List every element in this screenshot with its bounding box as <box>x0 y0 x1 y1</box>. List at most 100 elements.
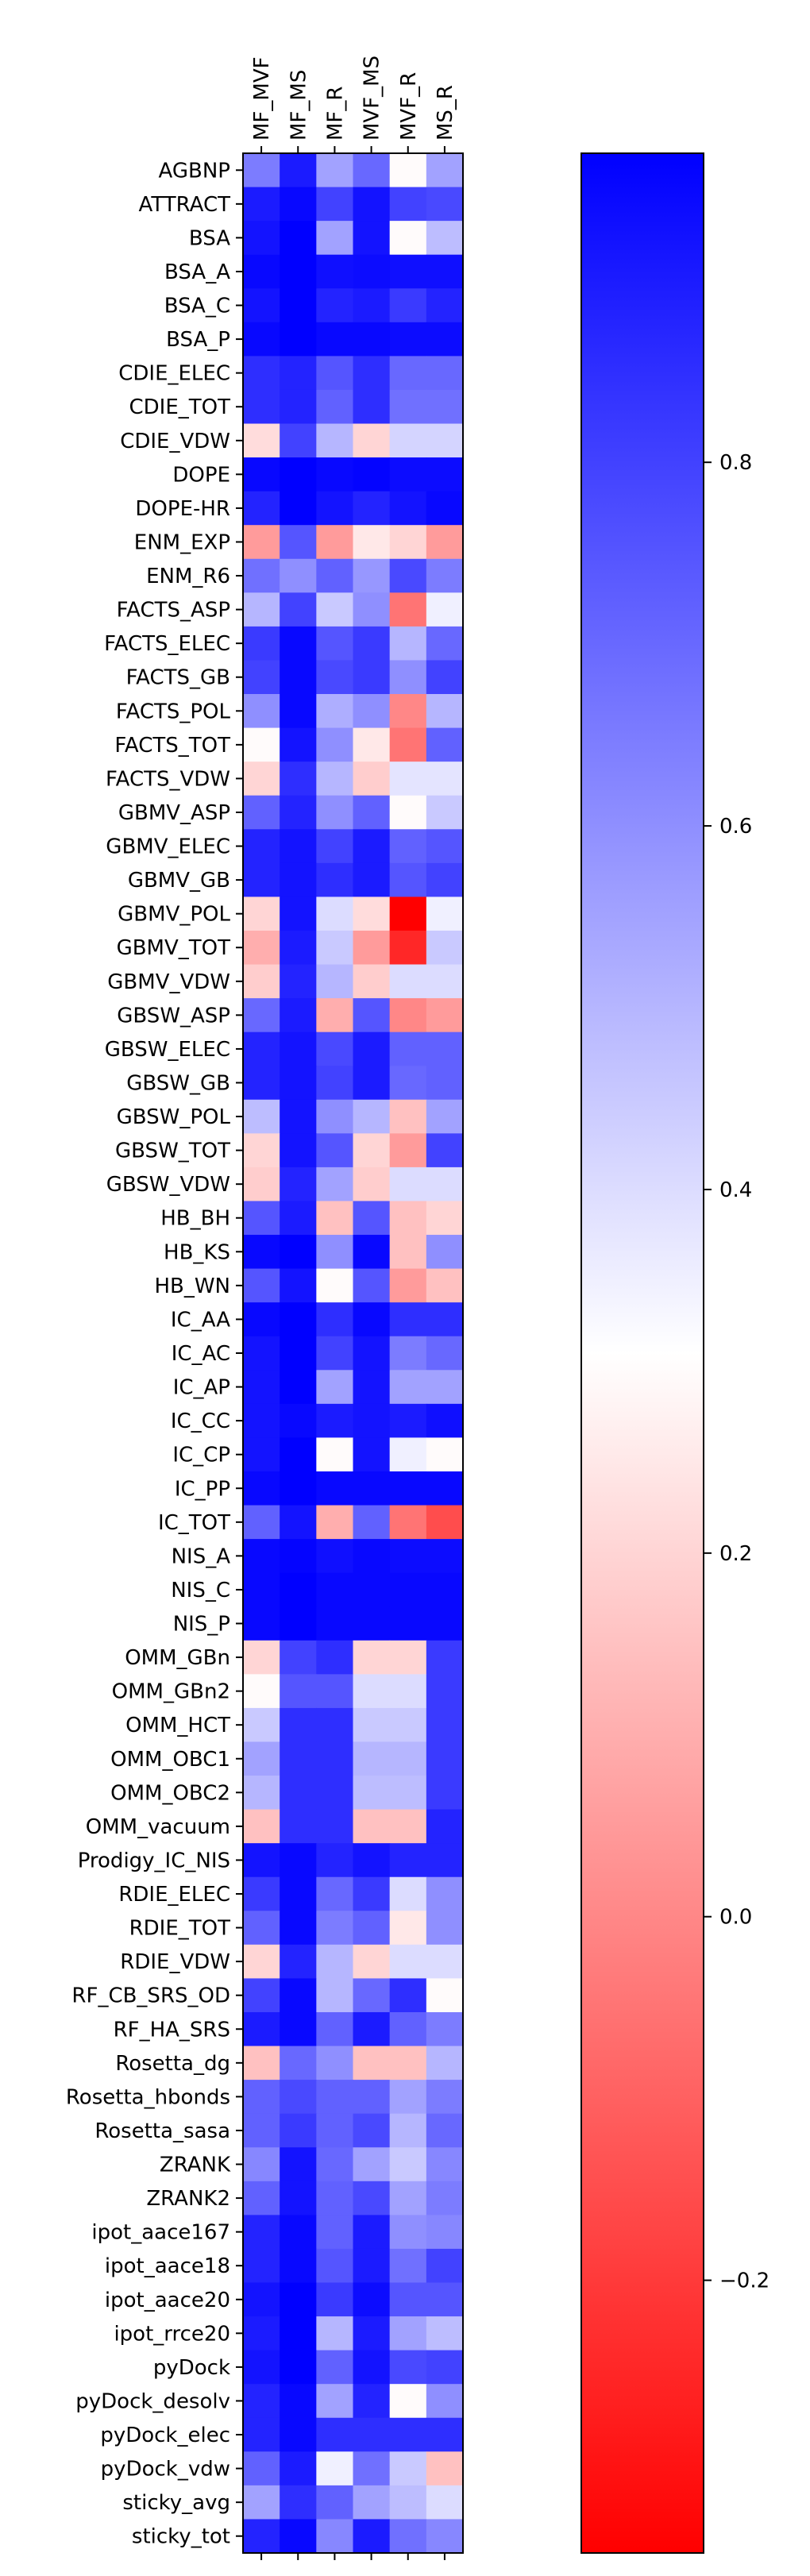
heatmap-cell-DOPE-MF_MVF <box>243 457 280 492</box>
heatmap-cell-RDIE_VDW-MF_R <box>316 1944 354 1980</box>
row-label-IC_AP: IC_AP <box>173 1376 230 1400</box>
row-label-GBMV_POL: GBMV_POL <box>118 903 230 927</box>
heatmap-cell-IC_CP-MF_R <box>316 1437 354 1472</box>
heatmap-cell-BSA-MF_MS <box>280 221 317 256</box>
heatmap-cell-FACTS_POL-MF_MVF <box>243 694 280 729</box>
heatmap-cell-pyDock_desolv-MVF_MS <box>353 2384 391 2419</box>
heatmap-cell-BSA_A-MF_R <box>316 254 354 289</box>
heatmap-cell-HB_BH-MF_MS <box>280 1201 317 1236</box>
heatmap-cell-GBMV_ELEC-MVF_MS <box>353 829 391 864</box>
row-label-BSA_P: BSA_P <box>166 328 230 352</box>
heatmap-cell-OMM_OBC2-MS_R <box>426 1776 464 1811</box>
heatmap-cell-pyDock_elec-MF_MS <box>280 2417 317 2452</box>
heatmap-cell-IC_CC-MVF_R <box>389 1403 427 1439</box>
heatmap-cell-GBMV_ASP-MF_MVF <box>243 795 280 830</box>
heatmap-cell-FACTS_VDW-MVF_MS <box>353 762 391 796</box>
heatmap-cell-OMM_OBC1-MS_R <box>426 1741 464 1776</box>
heatmap-cell-CDIE_TOT-MS_R <box>426 389 464 425</box>
heatmap-cell-OMM_OBC1-MF_R <box>316 1741 354 1776</box>
heatmap-cell-BSA_P-MF_R <box>316 322 354 357</box>
heatmap-cell-GBSW_POL-MF_MVF <box>243 1099 280 1134</box>
heatmap-cell-GBSW_VDW-MF_MVF <box>243 1167 280 1202</box>
heatmap-cell-IC_PP-MF_R <box>316 1471 354 1506</box>
heatmap-cell-GBMV_ELEC-MS_R <box>426 829 464 864</box>
heatmap-cell-FACTS_POL-MS_R <box>426 694 464 729</box>
heatmap-cell-IC_PP-MS_R <box>426 1471 464 1506</box>
heatmap-cell-pyDock_vdw-MF_MVF <box>243 2451 280 2486</box>
heatmap-cell-sticky_tot-MF_MVF <box>243 2519 280 2554</box>
heatmap-cell-ipot_aace167-MF_R <box>316 2215 354 2250</box>
heatmap-cell-DOPE-MVF_R <box>389 457 427 492</box>
row-label-ATTRACT: ATTRACT <box>139 193 231 217</box>
row-label-IC_CC: IC_CC <box>171 1409 230 1433</box>
heatmap-cell-pyDock_desolv-MS_R <box>426 2384 464 2419</box>
heatmap-cell-ipot_aace18-MS_R <box>426 2248 464 2284</box>
heatmap-cell-CDIE_VDW-MF_MS <box>280 423 317 458</box>
heatmap-cell-ATTRACT-MF_MS <box>280 187 317 222</box>
heatmap-cell-GBSW_ASP-MVF_MS <box>353 998 391 1033</box>
heatmap-cell-RF_CB_SRS_OD-MF_MS <box>280 1978 317 2013</box>
heatmap-cell-OMM_OBC2-MF_MVF <box>243 1776 280 1811</box>
heatmap-cell-BSA-MVF_MS <box>353 221 391 256</box>
heatmap-cell-Rosetta_hbonds-MF_MS <box>280 2080 317 2115</box>
heatmap-cell-GBMV_VDW-MS_R <box>426 964 464 999</box>
heatmap-cell-RF_HA_SRS-MVF_MS <box>353 2011 391 2047</box>
heatmap-cell-pyDock_vdw-MVF_R <box>389 2451 427 2486</box>
row-label-GBSW_ELEC: GBSW_ELEC <box>105 1038 230 1062</box>
heatmap-cell-DOPE-MF_MS <box>280 457 317 492</box>
heatmap-cell-GBMV_ASP-MVF_R <box>389 795 427 830</box>
heatmap-cell-GBSW_TOT-MF_MVF <box>243 1133 280 1168</box>
heatmap-cell-Rosetta_hbonds-MVF_R <box>389 2080 427 2115</box>
heatmap-cell-Rosetta_dg-MF_R <box>316 2046 354 2080</box>
colorbar-tick-label: 0.0 <box>719 1906 752 1930</box>
row-label-HB_KS: HB_KS <box>164 1240 230 1264</box>
heatmap-cell-GBMV_TOT-MVF_MS <box>353 930 391 966</box>
heatmap-cell-pyDock-MVF_R <box>389 2350 427 2385</box>
heatmap-cell-DOPE-HR-MVF_MS <box>353 491 391 526</box>
heatmap-cell-ENM_R6-MF_R <box>316 558 354 593</box>
heatmap-cell-BSA_A-MS_R <box>426 254 464 289</box>
heatmap-cell-RF_HA_SRS-MF_R <box>316 2011 354 2047</box>
heatmap-cell-BSA_C-MF_MS <box>280 288 317 323</box>
heatmap-cell-IC_AP-MF_MVF <box>243 1370 280 1405</box>
heatmap-cell-AGBNP-MS_R <box>426 153 464 188</box>
heatmap-cell-pyDock_elec-MF_MVF <box>243 2417 280 2452</box>
heatmap-cell-FACTS_GB-MVF_MS <box>353 660 391 695</box>
row-label-BSA_C: BSA_C <box>164 295 230 318</box>
heatmap-frame <box>242 152 464 2554</box>
heatmap-cell-ipot_aace20-MVF_R <box>389 2282 427 2317</box>
heatmap-cell-BSA_C-MS_R <box>426 288 464 323</box>
heatmap-cell-IC_CP-MVF_MS <box>353 1437 391 1472</box>
heatmap-cell-GBMV_ELEC-MF_MS <box>280 829 317 864</box>
heatmap-cell-FACTS_TOT-MF_MS <box>280 727 317 762</box>
row-label-ENM_EXP: ENM_EXP <box>134 530 230 554</box>
row-label-Prodigy_IC_NIS: Prodigy_IC_NIS <box>78 1849 230 1872</box>
heatmap-cell-OMM_GBn-MF_R <box>316 1640 354 1675</box>
heatmap-cell-NIS_A-MF_R <box>316 1539 354 1574</box>
heatmap-cell-GBSW_TOT-MF_R <box>316 1133 354 1168</box>
row-label-IC_PP: IC_PP <box>175 1477 230 1501</box>
heatmap-cell-ATTRACT-MVF_R <box>389 187 427 222</box>
heatmap-cell-FACTS_ASP-MVF_MS <box>353 592 391 627</box>
heatmap-cell-Prodigy_IC_NIS-MF_MVF <box>243 1843 280 1878</box>
heatmap-cell-NIS_C-MF_MVF <box>243 1572 280 1607</box>
heatmap-cell-RF_CB_SRS_OD-MS_R <box>426 1978 464 2013</box>
heatmap-cell-FACTS_VDW-MF_MS <box>280 762 317 796</box>
row-label-HB_WN: HB_WN <box>154 1275 230 1298</box>
heatmap-cell-FACTS_ELEC-MS_R <box>426 626 464 661</box>
heatmap-cell-ZRANK2-MVF_MS <box>353 2181 391 2215</box>
heatmap-cell-Rosetta_sasa-MVF_R <box>389 2113 427 2148</box>
heatmap-cell-IC_AC-MF_MS <box>280 1336 317 1371</box>
heatmap-cell-ipot_aace18-MF_MS <box>280 2248 317 2284</box>
heatmap-cell-ATTRACT-MF_R <box>316 187 354 222</box>
heatmap-cell-IC_CC-MF_R <box>316 1403 354 1439</box>
heatmap-cell-AGBNP-MF_MS <box>280 153 317 188</box>
heatmap-cell-RF_HA_SRS-MS_R <box>426 2011 464 2047</box>
heatmap-cell-OMM_OBC1-MF_MS <box>280 1741 317 1776</box>
heatmap-cell-pyDock_vdw-MVF_MS <box>353 2451 391 2486</box>
heatmap-cell-CDIE_ELEC-MF_R <box>316 356 354 391</box>
heatmap-cell-sticky_avg-MVF_MS <box>353 2485 391 2520</box>
heatmap-cell-GBMV_GB-MF_R <box>316 862 354 897</box>
heatmap-cell-sticky_tot-MF_R <box>316 2519 354 2554</box>
heatmap-cell-RDIE_TOT-MF_MVF <box>243 1911 280 1945</box>
